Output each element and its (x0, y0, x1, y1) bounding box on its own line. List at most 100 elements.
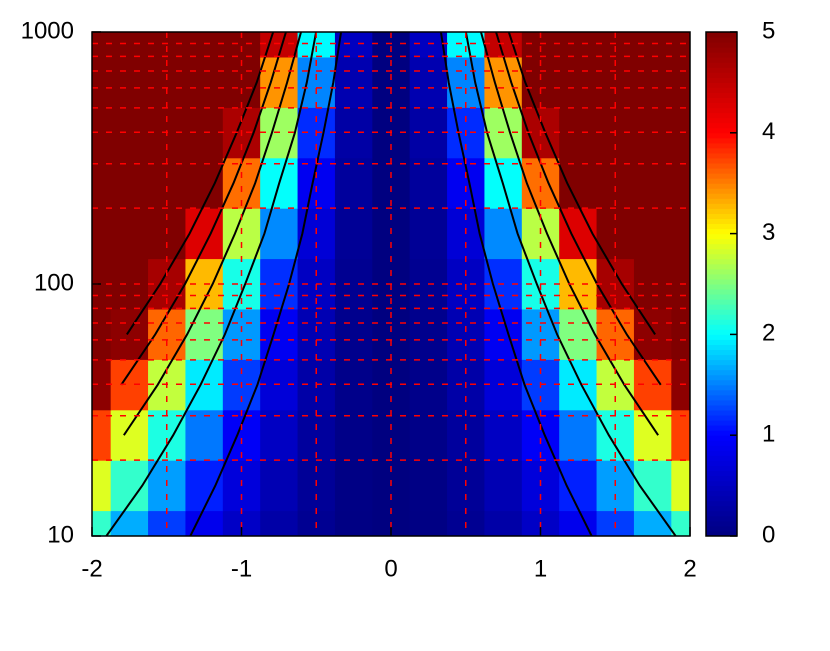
contour-line (439, 32, 593, 536)
colorbar-band (706, 359, 737, 366)
heatmap-cell (110, 409, 149, 461)
colorbar-band (706, 107, 737, 114)
colorbar-band (706, 344, 737, 351)
heatmap-cell (671, 308, 690, 360)
colorbar-band (706, 435, 737, 441)
colorbar-band (706, 47, 737, 53)
heatmap-cell (671, 157, 690, 209)
colorbar-band (706, 460, 737, 466)
colorbar-band (706, 168, 737, 174)
y-tick-label: 100 (34, 269, 74, 296)
y-tick-label: 1000 (21, 17, 74, 44)
contour-line (123, 32, 302, 436)
heatmap-cell (92, 258, 112, 310)
x-tick-label: 1 (534, 555, 547, 582)
colorbar-band (706, 495, 737, 502)
colorbar-band (706, 62, 737, 68)
colorbar-band (706, 329, 737, 335)
heatmap-cell (334, 460, 373, 512)
heatmap-cell (671, 460, 690, 512)
colorbar-band (706, 238, 737, 245)
heatmap-cell (110, 32, 149, 58)
colorbar-band (706, 450, 737, 456)
colorbar-band (706, 430, 737, 436)
colorbar-band (706, 420, 737, 426)
colorbar-band (706, 369, 737, 376)
colorbar-tick-label: 1 (762, 421, 775, 448)
heatmap-cell (559, 510, 598, 536)
colorbar-band (706, 364, 737, 371)
colorbar-band (706, 505, 737, 512)
heatmap-cell (334, 308, 373, 360)
heatmap-cell (409, 56, 448, 108)
axes: -2 -1 0 1 2 10 100 1000 0 1 2 3 4 5 (21, 17, 776, 582)
colorbar-band (706, 445, 737, 451)
colorbar-band (706, 203, 737, 209)
heatmap-cell (92, 409, 112, 461)
colorbar-band (706, 42, 737, 48)
heatmap-cell (110, 258, 149, 310)
heatmap-cell (409, 208, 448, 260)
colorbar-band (706, 379, 737, 386)
colorbar-band (706, 510, 737, 517)
heatmap-cell (409, 409, 448, 461)
colorbar-band (706, 258, 737, 265)
heatmap-cell (92, 510, 112, 536)
colorbar-band (706, 374, 737, 381)
heatmap-cell (185, 308, 224, 360)
heatmap-cell (559, 157, 598, 209)
heatmap-cell (185, 208, 224, 260)
contour-line (507, 32, 656, 335)
heatmap-cell (334, 56, 373, 108)
x-tick-label: -2 (81, 555, 102, 582)
heatmap-cell (92, 157, 112, 209)
colorbar-band (706, 97, 737, 104)
colorbar-band (706, 354, 737, 361)
colorbar-band (706, 158, 737, 164)
heatmap-cell (92, 308, 112, 360)
colorbar-band (706, 294, 737, 300)
colorbar-band (706, 339, 737, 345)
heatmap-cell (409, 157, 448, 209)
colorbar-band (706, 32, 737, 38)
colorbar-band (706, 183, 737, 189)
colorbar-band (706, 384, 737, 391)
heatmap-cell (409, 460, 448, 512)
colorbar-band (706, 263, 737, 270)
colorbar-band (706, 178, 737, 184)
colorbar-tick-label: 0 (762, 521, 775, 548)
colorbar-band (706, 273, 737, 280)
heatmap-cell (334, 510, 373, 536)
heatmap-cell (92, 32, 112, 58)
colorbar-band (706, 228, 737, 235)
colorbar-band (706, 193, 737, 199)
colorbar-band (706, 102, 737, 109)
colorbar-tick-label: 4 (762, 118, 775, 145)
heatmap-cell (110, 510, 149, 536)
heatmap-cell (671, 56, 690, 108)
colorbar-band (706, 530, 737, 537)
colorbar-band (706, 500, 737, 507)
colorbar-band (706, 278, 737, 285)
colorbar-band (706, 304, 737, 310)
colorbar-band (706, 122, 737, 129)
heatmap-cell (92, 359, 112, 411)
heatmap-cell (92, 56, 112, 108)
colorbar-band (706, 248, 737, 255)
heatmap-cell (559, 32, 598, 58)
colorbar-band (706, 410, 737, 416)
heatmap-cell (334, 208, 373, 260)
colorbar-band (706, 485, 737, 492)
colorbar-tick-label: 3 (762, 219, 775, 246)
heatmap-cell (110, 208, 149, 260)
colorbar-band (706, 132, 737, 139)
heatmap-cell (633, 208, 672, 260)
heatmap-cell (110, 308, 149, 360)
colorbar-band (706, 253, 737, 260)
heatmap-cell (484, 510, 523, 536)
colorbar-band (706, 87, 737, 93)
colorbar-band (706, 117, 737, 124)
heatmap-cell (559, 56, 598, 108)
heatmap-cell (260, 510, 299, 536)
